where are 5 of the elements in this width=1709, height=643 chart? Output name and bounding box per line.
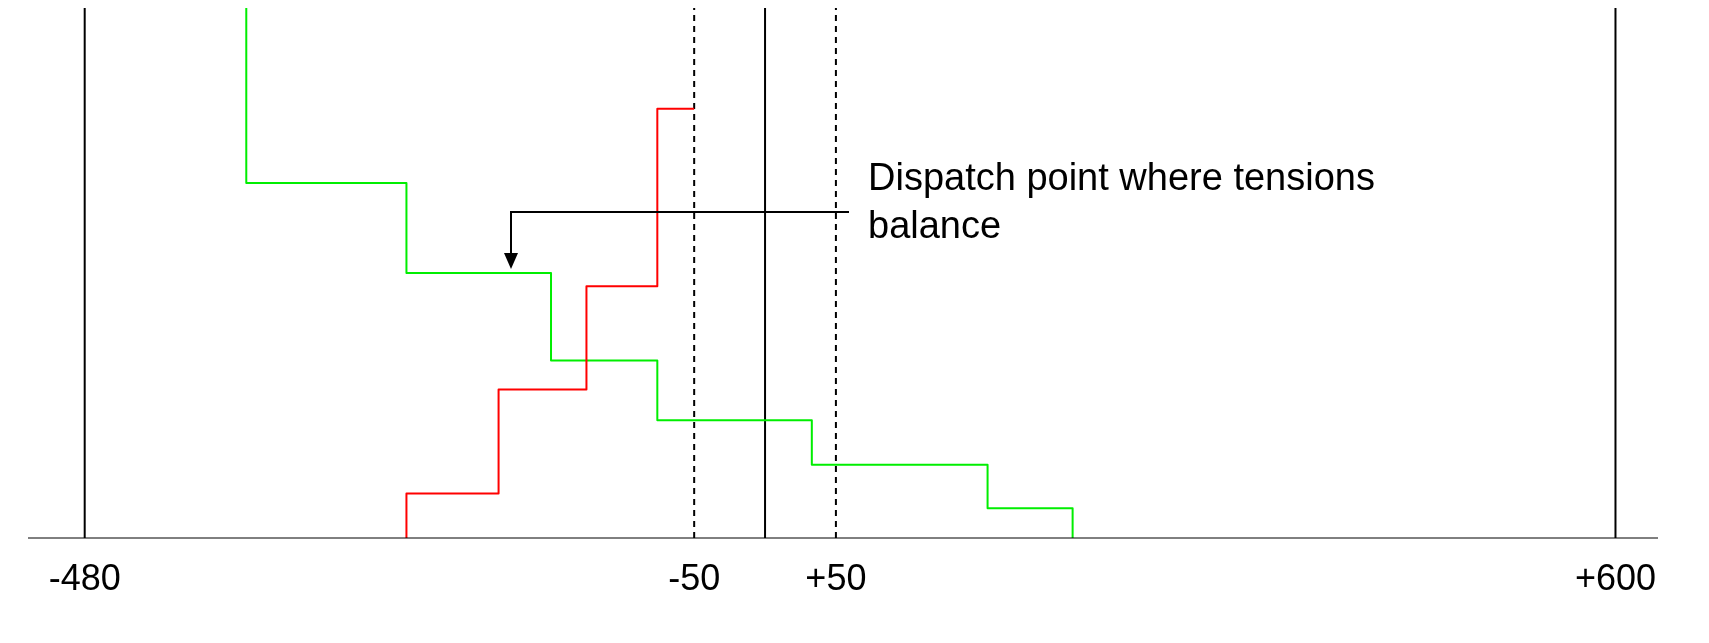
annotation: Dispatch point where tensions balance [868,155,1376,248]
x-tick-label: +600 [1574,556,1657,598]
x-tick-label: +50 [805,556,867,598]
x-tick-label: -480 [48,556,121,598]
x-tick-label: -50 [668,556,721,598]
